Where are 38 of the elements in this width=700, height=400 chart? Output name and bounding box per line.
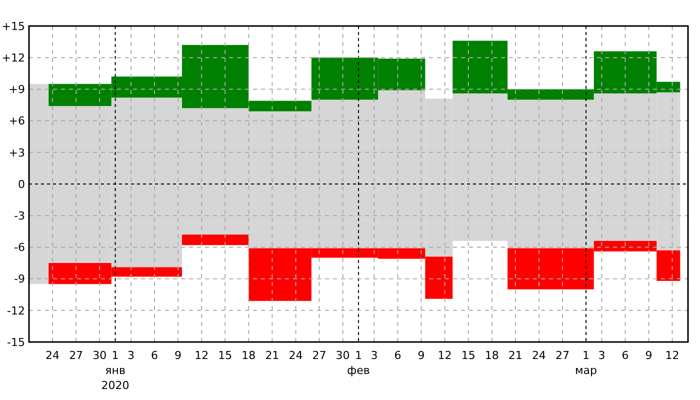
x-tick-label: 30 — [92, 349, 107, 362]
y-tick-label: -15 — [7, 336, 25, 349]
x-tick-label: 12 — [438, 349, 452, 362]
x-tick-label: 24 — [46, 349, 60, 362]
x-tick-label: 21 — [265, 349, 280, 362]
x-tick-label: 6 — [622, 349, 629, 362]
y-tick-label: +12 — [2, 51, 25, 64]
x-tick-label: 9 — [174, 349, 182, 362]
x-tick-label: 1 мар — [574, 349, 598, 377]
x-tick-label: 24 — [532, 349, 546, 362]
y-tick-label: +3 — [8, 146, 25, 160]
x-tick-label: 3 — [127, 349, 134, 362]
y-tick-label: +6 — [8, 114, 25, 128]
x-tick-label: 27 — [555, 349, 570, 362]
x-tick-label: 15 — [218, 349, 232, 362]
x-tick-label: 15 — [461, 349, 476, 362]
x-tick-label: 9 — [645, 349, 652, 362]
y-tick-label: -3 — [14, 209, 25, 222]
x-tick-label: 9 — [418, 349, 425, 362]
y-tick-label: -9 — [14, 272, 25, 286]
x-tick-label: 3 — [370, 349, 378, 362]
x-tick-label: 12 — [665, 349, 680, 362]
x-tick-label: 6 — [394, 349, 402, 362]
x-tick-label: 24 — [288, 349, 303, 362]
x-tick-label: 18 — [484, 349, 499, 362]
y-tick-label: +9 — [8, 83, 25, 96]
x-tick-label: 18 — [242, 349, 256, 362]
y-tick-label: 0 — [18, 178, 25, 191]
y-tick-label: +15 — [2, 20, 25, 33]
y-tick-label: -12 — [7, 304, 25, 318]
x-tick-label: 27 — [69, 349, 84, 362]
x-tick-label: 30 — [336, 349, 350, 362]
x-tick-label: 6 — [151, 349, 158, 362]
y-tick-label: -6 — [14, 241, 25, 254]
x-tick-label: 27 — [312, 349, 326, 362]
x-tick-label: 3 — [598, 349, 606, 362]
x-tick-label: 21 — [508, 349, 522, 362]
x-tick-label: 12 — [194, 349, 209, 362]
